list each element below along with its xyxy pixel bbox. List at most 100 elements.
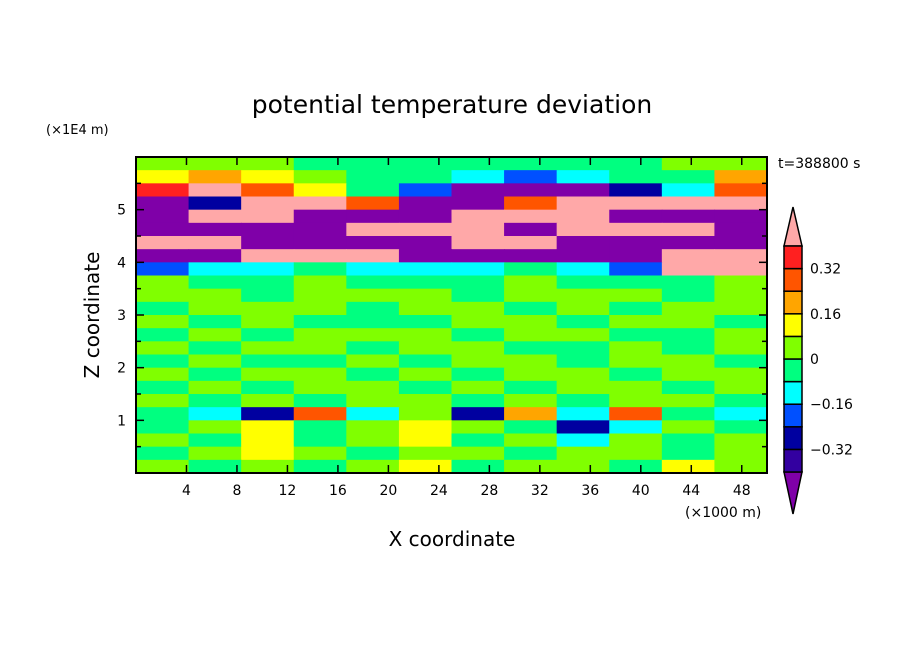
contour-cell [293, 328, 347, 342]
contour-cell [714, 433, 768, 448]
contour-cell [346, 367, 400, 382]
contour-cell [504, 354, 558, 369]
contour-cell [714, 420, 768, 435]
contour-cell [504, 420, 558, 435]
contour-cell [241, 328, 295, 342]
contour-cell [188, 394, 242, 408]
contour-cell [398, 459, 453, 474]
x-tick-label: 4 [182, 483, 191, 499]
contour-cell [556, 222, 610, 237]
x-tick-label: 24 [430, 483, 448, 499]
contour-cell [136, 275, 190, 290]
contour-cell [661, 301, 716, 316]
contour-cell [556, 249, 610, 263]
contour-cell [609, 170, 663, 184]
contour-cell [346, 433, 400, 448]
contour-cell [661, 249, 716, 263]
contour-cell [451, 249, 505, 263]
contour-cell [451, 394, 505, 408]
colorbar-swatch [783, 358, 803, 383]
contour-cell [661, 262, 716, 277]
contour-cell [609, 222, 663, 237]
contour-cell [451, 380, 505, 395]
x-axis-label: X coordinate [389, 527, 516, 551]
contour-cell [188, 249, 242, 263]
contour-cell [556, 262, 610, 277]
contour-cell [241, 196, 295, 211]
y-tick-label: 4 [117, 255, 126, 271]
contour-cell [398, 196, 453, 211]
contour-cell [504, 288, 558, 303]
contour-cell [714, 275, 768, 290]
contour-cell [346, 315, 400, 329]
contour-cell [346, 209, 400, 224]
contour-cell [188, 407, 242, 421]
contour-cell [398, 407, 453, 421]
contour-cell [241, 170, 295, 184]
y-axis-label: Z coordinate [80, 252, 104, 379]
contour-cell [504, 459, 558, 474]
contour-cell [556, 209, 610, 224]
contour-cell [504, 341, 558, 356]
contour-cell [714, 380, 768, 395]
contour-cell [609, 407, 663, 421]
x-tick-label: 48 [733, 483, 751, 499]
contour-cell [556, 367, 610, 382]
contour-cell [346, 354, 400, 369]
contour-cell [241, 433, 295, 448]
contour-cell [714, 446, 768, 461]
contour-cell [293, 354, 347, 369]
contour-cell [241, 420, 295, 435]
contour-cell [714, 341, 768, 356]
contour-cell [136, 407, 190, 421]
contour-cell [346, 236, 400, 250]
contour-cell [504, 196, 558, 211]
contour-cell [136, 196, 190, 211]
contour-cell [451, 262, 505, 277]
contour-cell [241, 459, 295, 474]
colorbar-swatch [783, 380, 803, 405]
contour-cell [451, 209, 505, 224]
contour-cell [504, 407, 558, 421]
contour-cell [504, 433, 558, 448]
contour-cell [188, 367, 242, 382]
contour-cell [609, 380, 663, 395]
contour-cell [451, 183, 505, 198]
contour-cell [346, 196, 400, 211]
contour-cell [504, 222, 558, 237]
contour-cell [241, 209, 295, 224]
time-label: t=388800 s [778, 156, 860, 172]
contour-cell [293, 367, 347, 382]
contour-cell [293, 446, 347, 461]
contour-cell [504, 446, 558, 461]
colorbar-tick-label: 0.32 [810, 262, 841, 278]
contour-cell [661, 433, 716, 448]
contour-cell [451, 407, 505, 421]
contour-cell [241, 236, 295, 250]
contour-cell [136, 367, 190, 382]
contour-cell [136, 446, 190, 461]
contour-cell [346, 341, 400, 356]
x-tick-label: 32 [531, 483, 549, 499]
contour-cell [609, 288, 663, 303]
contour-cell [188, 196, 242, 211]
contour-cell [556, 354, 610, 369]
colorbar-swatch [783, 335, 803, 360]
contour-cell [661, 236, 716, 250]
contour-cell [346, 380, 400, 395]
contour-cell [346, 157, 400, 171]
contour-cell [504, 394, 558, 408]
contour-cell [451, 446, 505, 461]
contour-cell [188, 170, 242, 184]
contour-cell [661, 315, 716, 329]
contour-cell [346, 301, 400, 316]
contour-cell [661, 275, 716, 290]
contour-cell [609, 196, 663, 211]
colorbar-swatch [783, 448, 803, 473]
contour-cell [136, 170, 190, 184]
contour-cell [346, 262, 400, 277]
contour-cell [714, 328, 768, 342]
contour-cell [609, 341, 663, 356]
x-tick-label: 28 [480, 483, 498, 499]
contour-cell [241, 315, 295, 329]
